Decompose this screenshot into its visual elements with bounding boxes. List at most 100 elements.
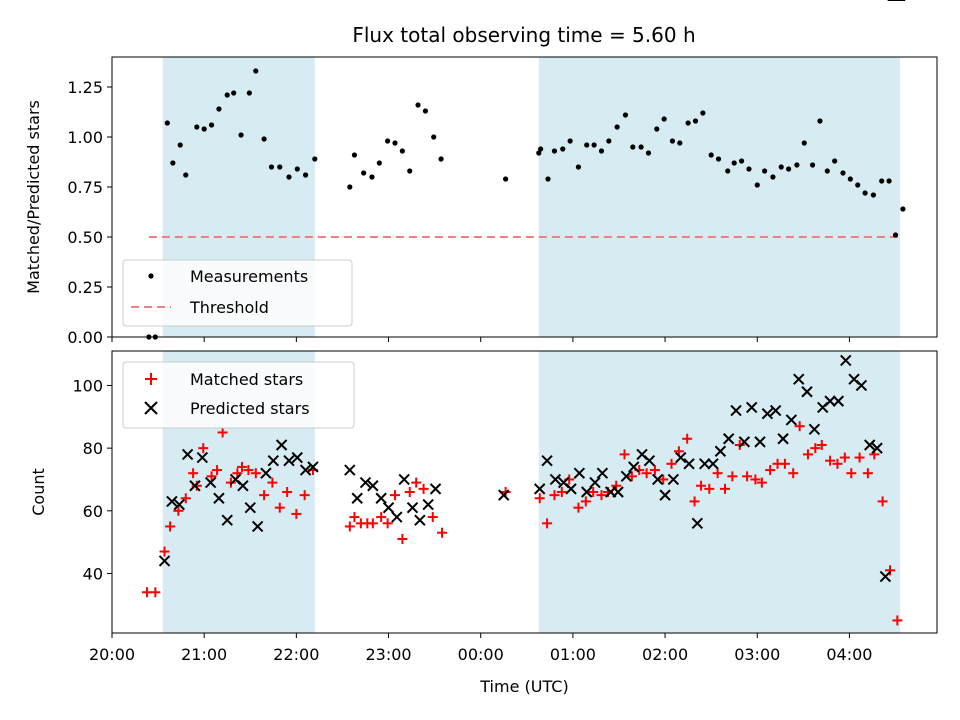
x-tick-label: 03:00: [734, 645, 780, 664]
matched-star-point: [250, 468, 261, 479]
bottom-y-axis-label: Count: [29, 468, 48, 516]
matched-star-point: [150, 587, 161, 598]
x-axis-label: Time (UTC): [479, 677, 568, 696]
predicted-star-point: [534, 483, 546, 495]
measurement-point: [809, 162, 816, 168]
top-shaded-intervals: [162, 57, 901, 337]
matched-star-point: [165, 521, 176, 532]
measurement-point: [685, 120, 691, 126]
measurement-point: [677, 140, 683, 146]
matched-star-point: [534, 493, 545, 504]
bottom-y-ticks: 40 60 80 100: [72, 376, 112, 583]
matched-star-point: [788, 468, 799, 479]
top-y-ticks: 0.00 0.25 0.50 0.75 1.00 1.25: [67, 78, 112, 347]
measurement-point: [415, 102, 421, 108]
predicted-star-point: [738, 436, 751, 448]
predicted-star-point: [855, 379, 868, 392]
predicted-star-point: [549, 473, 562, 486]
matched-star-point: [217, 427, 228, 438]
measurement-point: [738, 158, 745, 164]
predicted-star-point: [659, 489, 671, 501]
matched-star-point: [418, 483, 429, 494]
matched-star-point: [779, 458, 790, 469]
matched-star-point: [892, 615, 903, 626]
x-tick-label: 22:00: [273, 645, 319, 664]
measurement-point: [545, 176, 551, 182]
measurement-point: [762, 168, 768, 174]
matched-star-point: [750, 474, 761, 485]
measurement-point: [231, 90, 237, 96]
measurement-point: [892, 232, 899, 238]
measurement-point: [351, 152, 358, 158]
predicted-star-point: [173, 498, 185, 511]
measurement-point: [503, 176, 509, 182]
predicted-star-point: [267, 454, 280, 467]
predicted-star-point: [344, 464, 356, 476]
matched-star-point: [742, 471, 753, 482]
measurement-point: [715, 156, 722, 162]
predicted-star-point: [754, 436, 766, 448]
measurement-point: [669, 138, 676, 144]
measurement-point: [369, 174, 375, 180]
measurement-point: [886, 178, 892, 184]
predicted-star-point: [196, 451, 209, 464]
predicted-star-point: [213, 492, 225, 504]
matched-star-point: [427, 512, 438, 523]
measurement-point: [700, 110, 706, 116]
measurement-point: [862, 190, 868, 196]
top-y-axis-label: Matched/Predicted stars: [24, 100, 43, 294]
matched-star-point: [619, 449, 630, 460]
predicted-star-point: [801, 386, 813, 398]
predicted-star-point: [307, 461, 319, 473]
bottom-x-ticks: 20:00 21:00 22:00 23:00 00:00 01:00 02:00 03:00…: [89, 633, 872, 664]
measurement-point: [347, 184, 353, 190]
top-y-tick-label: 1.25: [67, 78, 103, 97]
legend-measurements-marker: [148, 273, 154, 279]
predicted-star-point: [840, 354, 852, 367]
x-tick-label: 01:00: [550, 645, 596, 664]
measurement-point: [870, 192, 876, 198]
measurement-point: [598, 148, 605, 154]
predicted-star-point: [832, 395, 845, 407]
matched-star-point: [689, 496, 700, 507]
matched-star-point: [344, 521, 355, 532]
measurement-point: [177, 142, 183, 148]
x-tick-label: 02:00: [642, 645, 688, 664]
bottom-legend: Matched stars Predicted stars: [122, 361, 355, 429]
predicted-star-point: [864, 439, 876, 451]
matched-star-point: [397, 534, 408, 544]
matched-star-point: [839, 452, 850, 463]
predicted-star-point: [251, 520, 264, 533]
measurement-point: [238, 132, 244, 138]
measurement-point: [208, 122, 215, 128]
predicted-star-point: [761, 407, 774, 420]
legend-predicted-label: Predicted stars: [190, 399, 310, 418]
measurement-point: [438, 156, 444, 162]
matched-star-point: [756, 477, 767, 488]
chart-title: Flux total observing time = 5.60 h: [352, 23, 695, 47]
measurement-point: [183, 172, 189, 178]
predicted-star-point: [283, 454, 295, 467]
measurement-point: [847, 176, 853, 182]
measurement-point: [731, 160, 737, 166]
predicted-star-point: [158, 555, 171, 567]
predicted-star-point: [596, 467, 609, 479]
matched-star-point: [832, 458, 843, 469]
measurement-point: [286, 174, 292, 180]
predicted-star-point: [391, 511, 403, 523]
matched-star-point: [299, 490, 310, 501]
matched-star-point: [437, 527, 447, 538]
predicted-star-point: [351, 492, 363, 504]
predicted-star-point: [375, 492, 387, 504]
measurement-point: [422, 108, 429, 114]
top-y-tick-label: 0.50: [67, 228, 103, 247]
predicted-star-point: [714, 445, 727, 457]
predicted-star-point: [683, 458, 695, 470]
matched-star-point: [206, 471, 217, 482]
matched-star-point: [188, 468, 199, 479]
measurement-point: [645, 150, 652, 156]
predicted-star-point: [221, 514, 233, 526]
predicted-star-point: [573, 467, 586, 479]
predicted-star-point: [675, 451, 687, 464]
predicted-star-point: [777, 433, 789, 445]
